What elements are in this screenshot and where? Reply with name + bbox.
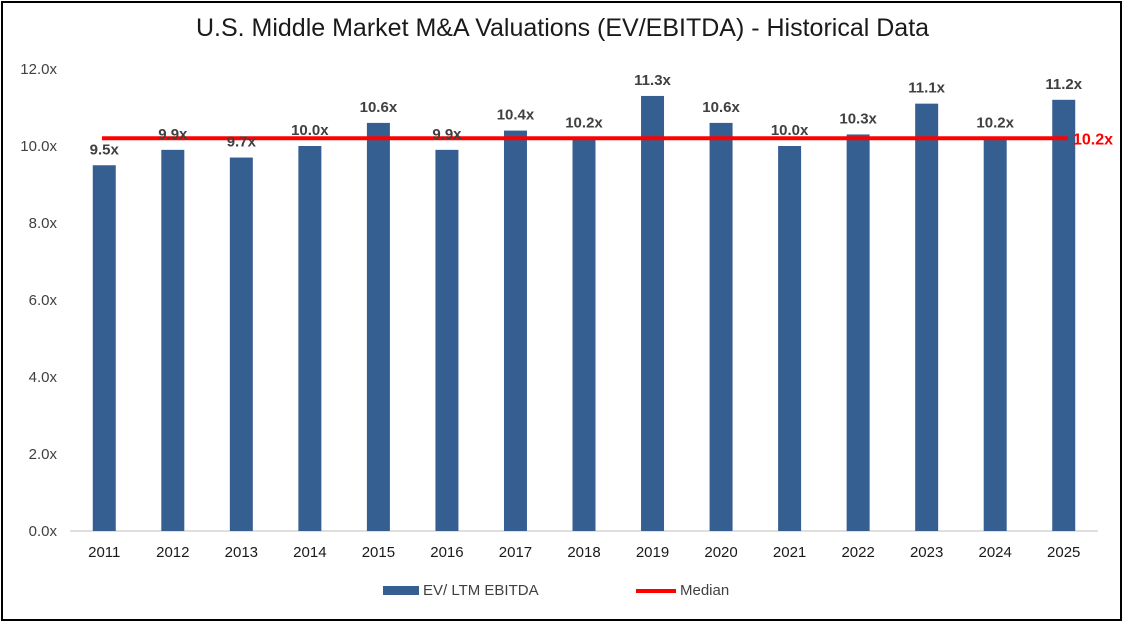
data-label: 10.4x: [497, 107, 535, 124]
legend-label-median: Median: [680, 582, 730, 599]
legend-label-bars: EV/ LTM EBITDA: [423, 582, 539, 599]
bar: [298, 146, 322, 531]
x-tick-label: 2022: [841, 544, 874, 561]
y-tick-label: 6.0x: [29, 292, 58, 309]
bar: [503, 130, 527, 531]
chart-title: U.S. Middle Market M&A Valuations (EV/EB…: [195, 14, 930, 42]
legend-swatch-median: [636, 588, 676, 593]
bar: [915, 103, 939, 532]
bar: [709, 122, 733, 532]
x-tick-label: 2024: [979, 544, 1012, 561]
data-label: 10.6x: [360, 99, 398, 116]
bar: [778, 146, 802, 531]
data-label: 10.2x: [565, 114, 603, 131]
x-tick-label: 2020: [704, 544, 737, 561]
x-tick-label: 2011: [88, 544, 120, 561]
y-tick-label: 4.0x: [29, 369, 58, 386]
x-tick-label: 2025: [1047, 544, 1080, 561]
data-label: 11.2x: [1045, 76, 1082, 93]
bar: [1052, 99, 1076, 532]
x-tick-label: 2015: [362, 544, 395, 561]
data-label: 10.3x: [839, 110, 877, 127]
data-label: 10.2x: [976, 114, 1014, 131]
legend-item-median: Median: [636, 582, 729, 599]
x-tick-label: 2016: [430, 544, 463, 561]
data-label: 11.1x: [908, 80, 945, 97]
bar: [161, 149, 185, 531]
data-label: 11.3x: [634, 72, 671, 89]
bar: [641, 95, 665, 531]
bar: [572, 138, 596, 532]
bar: [92, 165, 116, 531]
y-tick-label: 8.0x: [29, 215, 58, 232]
x-tick-label: 2017: [499, 544, 532, 561]
x-tick-label: 2013: [225, 544, 258, 561]
chart-legend: EV/ LTM EBITDA Median: [0, 582, 1125, 604]
bar: [229, 157, 253, 532]
data-label: 9.5x: [90, 141, 120, 158]
data-label: 9.9x: [432, 126, 462, 143]
legend-swatch-bars: [383, 586, 419, 595]
bar: [366, 122, 390, 532]
data-label: 10.6x: [702, 99, 740, 116]
data-label: 9.7x: [227, 134, 257, 151]
bar: [435, 149, 459, 531]
x-tick-label: 2021: [773, 544, 806, 561]
data-label: 10.0x: [771, 122, 809, 139]
x-tick-label: 2014: [293, 544, 326, 561]
median-label: 10.2x: [1073, 131, 1113, 148]
y-tick-label: 2.0x: [29, 446, 58, 463]
data-label: 9.9x: [158, 126, 188, 143]
legend-item-bars: EV/ LTM EBITDA: [383, 582, 539, 599]
y-tick-label: 12.0x: [20, 61, 57, 78]
data-label: 10.0x: [291, 122, 329, 139]
x-tick-label: 2023: [910, 544, 943, 561]
y-tick-label: 0.0x: [29, 523, 58, 540]
x-tick-label: 2018: [567, 544, 600, 561]
bar: [983, 138, 1007, 532]
y-tick-label: 10.0x: [20, 138, 57, 155]
x-tick-label: 2019: [636, 544, 669, 561]
x-tick-label: 2012: [156, 544, 189, 561]
bar: [846, 134, 870, 531]
